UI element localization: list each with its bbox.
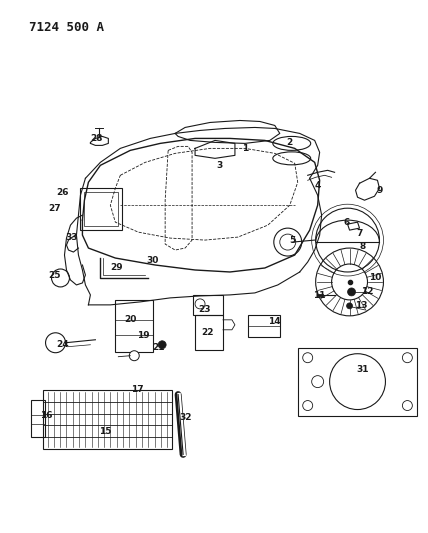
Text: 29: 29 — [110, 263, 123, 272]
Bar — [298, 348, 417, 416]
Text: 31: 31 — [356, 365, 369, 374]
Text: 26: 26 — [56, 188, 69, 197]
Text: 25: 25 — [48, 271, 61, 280]
Text: 2: 2 — [287, 138, 293, 147]
Text: 3: 3 — [217, 161, 223, 170]
Circle shape — [129, 351, 139, 361]
Circle shape — [158, 341, 166, 349]
Text: 10: 10 — [369, 273, 382, 282]
Text: 16: 16 — [40, 411, 53, 420]
Bar — [30, 400, 45, 438]
Text: 15: 15 — [99, 427, 112, 436]
Text: 5: 5 — [290, 236, 296, 245]
Bar — [84, 192, 118, 226]
Text: 32: 32 — [180, 413, 192, 422]
Text: 13: 13 — [355, 301, 368, 310]
Bar — [193, 295, 223, 315]
Bar — [195, 315, 223, 350]
Circle shape — [348, 288, 356, 296]
Text: 14: 14 — [268, 317, 281, 326]
Text: 19: 19 — [137, 332, 149, 340]
Text: 30: 30 — [146, 255, 158, 264]
Text: 4: 4 — [315, 181, 321, 190]
Text: 23: 23 — [198, 305, 210, 314]
Text: 7: 7 — [357, 229, 363, 238]
Text: 20: 20 — [124, 316, 137, 324]
Text: 8: 8 — [360, 241, 366, 251]
Text: 33: 33 — [65, 232, 78, 241]
Text: 28: 28 — [90, 134, 103, 143]
Text: 7124 500 A: 7124 500 A — [29, 21, 104, 34]
Text: 27: 27 — [48, 204, 61, 213]
Text: 12: 12 — [361, 287, 374, 296]
Bar — [115, 300, 153, 352]
Bar — [42, 390, 172, 449]
Text: 22: 22 — [201, 328, 213, 337]
Circle shape — [347, 303, 353, 309]
Text: 17: 17 — [131, 385, 143, 394]
Bar — [80, 188, 122, 230]
Text: 1: 1 — [242, 144, 248, 153]
Text: 6: 6 — [343, 217, 350, 227]
Text: 24: 24 — [56, 340, 69, 349]
Text: 21: 21 — [152, 343, 164, 352]
Text: 9: 9 — [376, 185, 383, 195]
Text: 11: 11 — [313, 292, 326, 301]
Bar — [248, 315, 280, 337]
